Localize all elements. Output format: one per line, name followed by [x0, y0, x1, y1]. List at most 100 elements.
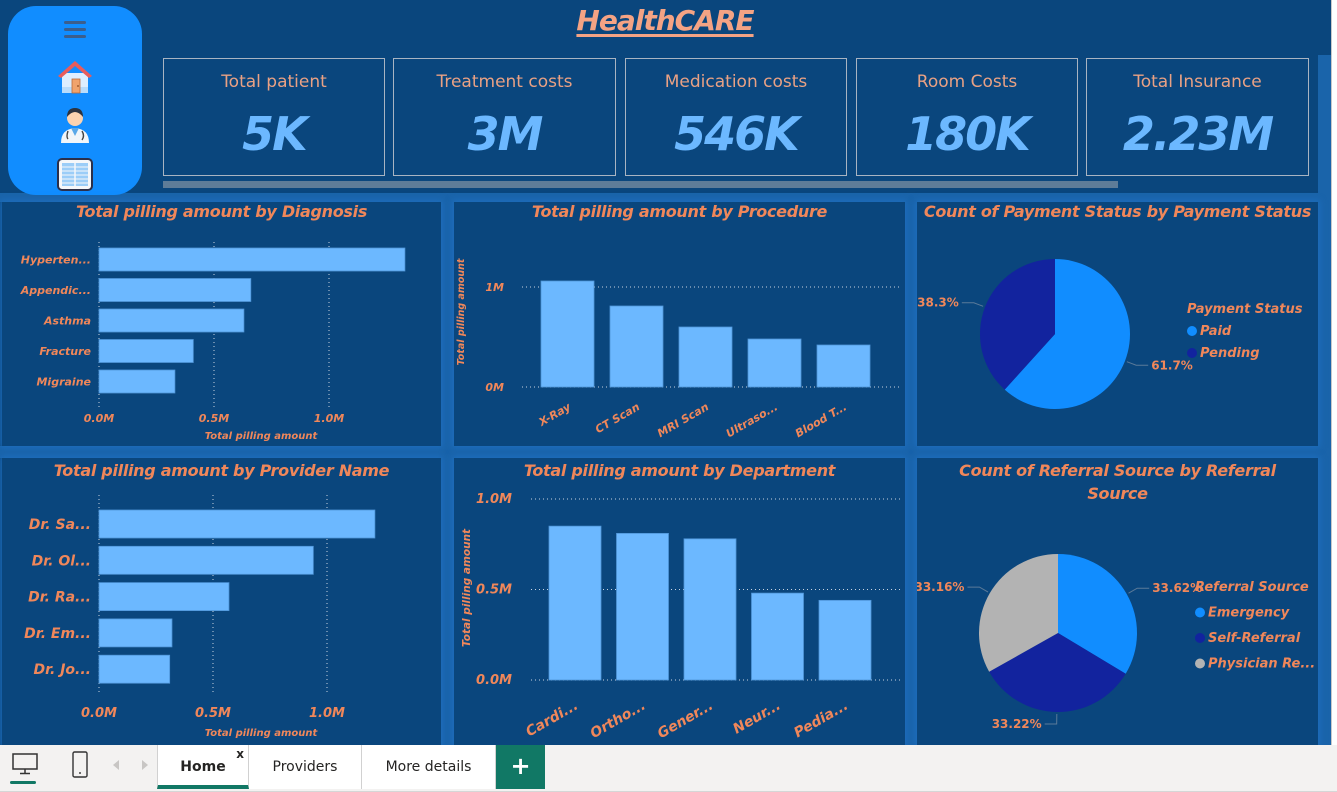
chart-title: Count of Referral Source by Referral Sou… — [959, 461, 1276, 503]
report-canvas: HealthCARE Total patient 5K Treatment co… — [0, 0, 1331, 745]
leader-line — [1128, 587, 1150, 594]
payment-status-pie-chart: 61.7% 38.3% Payment Status Paid Pending — [917, 259, 1303, 409]
kpi-value: 5K — [242, 107, 308, 161]
chart-title: Total pilling amount by Procedure — [531, 202, 828, 221]
pie-slice — [989, 633, 1126, 713]
kpi-card-room-costs: Room Costs 180K — [856, 58, 1078, 176]
leader-line — [961, 302, 984, 307]
y-tick-label: 0.0M — [476, 673, 512, 688]
navigation-sidebar — [8, 6, 142, 195]
bar — [98, 582, 230, 611]
chart-title: Total pilling amount by Diagnosis — [75, 202, 368, 221]
panel-referral-source: Count of Referral Source by Referral Sou… — [917, 458, 1318, 745]
category-label: Dr. Sa... — [29, 517, 91, 533]
bar — [609, 305, 664, 388]
bar — [818, 599, 872, 681]
legend-item: Pending — [1200, 346, 1260, 361]
bar — [548, 525, 602, 681]
chart-title: Total pilling amount by Provider Name — [53, 461, 390, 480]
table-book-icon[interactable] — [57, 158, 93, 191]
kpi-value: 3M — [467, 107, 544, 161]
legend-item: Paid — [1200, 324, 1232, 339]
category-label: Appendic... — [20, 284, 91, 297]
kpi-card-treatment-costs: Treatment costs 3M — [393, 58, 616, 176]
bar — [751, 592, 804, 681]
legend-marker — [1187, 348, 1197, 358]
kpi-label: Treatment costs — [436, 72, 573, 92]
legend-item: Self-Referral — [1208, 631, 1301, 646]
provider-bar-chart: 0.0M 0.5M 1.0M Dr. Sa... Dr. Ol... Dr. Ra... D… — [24, 495, 376, 739]
home-icon[interactable] — [55, 57, 95, 97]
category-label: Dr. Jo... — [33, 662, 91, 678]
hamburger-menu-icon[interactable] — [64, 21, 86, 39]
leader-line — [1126, 361, 1149, 366]
data-label: 33.62% — [1152, 581, 1202, 595]
tab-label: Providers — [272, 759, 338, 775]
tab-home[interactable]: Home x — [157, 745, 249, 789]
scroll-right-icon[interactable] — [141, 760, 149, 770]
desktop-view-icon[interactable] — [12, 753, 38, 777]
chart-title: Total pilling amount by Department — [523, 461, 836, 480]
leader-line — [1044, 713, 1058, 725]
scroll-left-icon[interactable] — [112, 760, 120, 770]
vertical-scrollbar-track[interactable] — [1331, 0, 1337, 745]
bar — [678, 326, 733, 388]
pie-slice — [1058, 554, 1137, 674]
legend-title: Referral Source — [1195, 580, 1309, 595]
x-tick-label: 0.5M — [199, 412, 229, 425]
department-bar-chart: 0.0M 0.5M 1.0M Cardi... Ortho... Gener... Neur… — [461, 492, 900, 742]
category-label: CT Scan — [593, 400, 642, 436]
x-tick-label: 0.0M — [81, 706, 117, 721]
bar — [683, 538, 737, 681]
bar — [747, 338, 802, 388]
panel-department: Total pilling amount by Department 0.0M 0… — [454, 458, 905, 745]
tab-more-details[interactable]: More details — [362, 745, 496, 789]
y-tick-label: 0.5M — [476, 583, 512, 598]
close-tab-icon[interactable]: x — [236, 747, 244, 761]
divider — [0, 446, 1331, 458]
bar — [616, 532, 669, 681]
legend-item: Emergency — [1208, 606, 1290, 621]
data-label: 33.22% — [992, 717, 1042, 731]
panel-procedure: Total pilling amount by Procedure 0M 1M X-… — [454, 202, 905, 446]
data-label: 33.16% — [917, 580, 964, 594]
pie-slice — [980, 259, 1055, 390]
page-tab-bar: Home x Providers More details + — [0, 745, 1337, 792]
x-tick-label: 1.0M — [314, 412, 344, 425]
y-tick-label: 1.0M — [476, 492, 512, 507]
legend-marker — [1187, 326, 1197, 336]
category-label: Ortho... — [588, 698, 649, 742]
bar — [816, 344, 871, 388]
kpi-horizontal-scrollbar[interactable] — [163, 181, 1118, 188]
category-label: Dr. Em... — [24, 626, 91, 642]
x-axis-title: Total pilling amount — [205, 431, 319, 442]
divider — [0, 193, 1331, 202]
bar — [98, 545, 314, 575]
x-axis-title: Total pilling amount — [205, 728, 319, 739]
y-axis-title: Total pilling amount — [461, 528, 473, 647]
category-label: Cardi... — [523, 698, 581, 741]
legend-marker — [1195, 633, 1205, 643]
category-label: Ultraso... — [724, 400, 780, 440]
category-label: Dr. Ol... — [32, 553, 91, 569]
divider — [1318, 55, 1331, 745]
diagnosis-bar-chart: 0.0M 0.5M 1.0M Hyperten... Appendic... Asthma… — [20, 242, 406, 442]
mobile-view-icon[interactable] — [71, 751, 89, 779]
kpi-value: 2.23M — [1122, 107, 1274, 161]
doctor-icon[interactable] — [57, 103, 93, 145]
kpi-value: 180K — [905, 107, 1031, 161]
kpi-label: Total patient — [221, 72, 327, 92]
kpi-label: Medication costs — [664, 72, 808, 92]
procedure-bar-chart: 0M 1M X-Ray CT Scan MRI Scan Ultraso... Blood … — [456, 258, 900, 440]
kpi-card-total-insurance: Total Insurance 2.23M — [1086, 58, 1309, 176]
tab-providers[interactable]: Providers — [249, 745, 362, 789]
panel-provider: Total pilling amount by Provider Name 0.… — [2, 458, 441, 745]
category-label: Asthma — [43, 314, 91, 327]
legend-marker — [1195, 607, 1205, 618]
kpi-value: 546K — [674, 107, 800, 161]
x-tick-label: 1.0M — [309, 706, 345, 721]
add-page-button[interactable]: + — [496, 745, 545, 789]
pie-slice — [979, 554, 1058, 672]
kpi-label: Total Insurance — [1133, 72, 1262, 92]
category-label: Fracture — [39, 345, 91, 358]
